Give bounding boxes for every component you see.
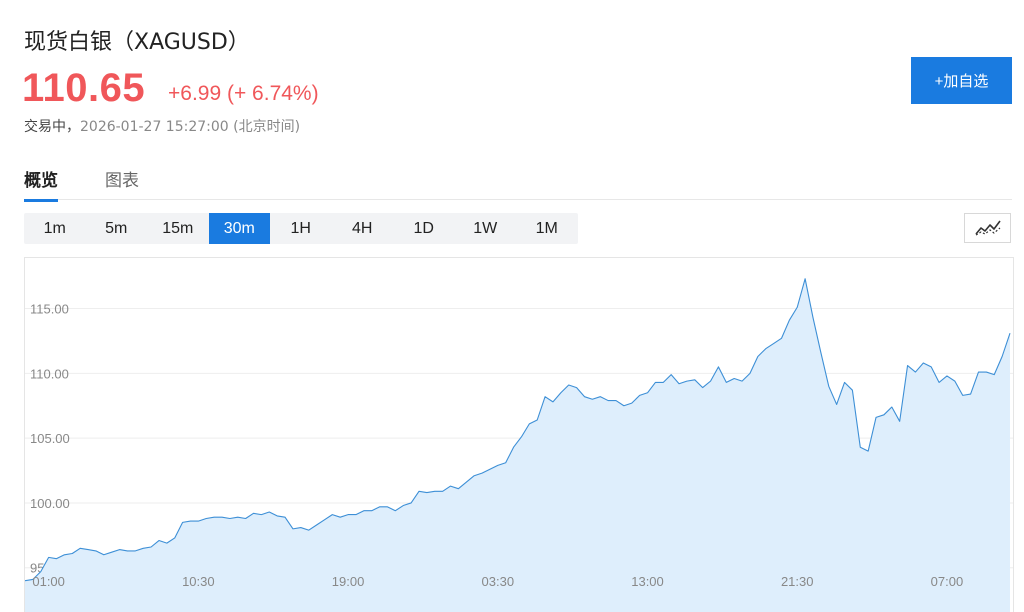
period-30m[interactable]: 30m xyxy=(208,213,270,244)
period-selector: 1m 5m 15m 30m 1H 4H 1D 1W 1M xyxy=(24,213,578,244)
y-tick-label: 100.00 xyxy=(30,496,70,511)
x-tick-label: 10:30 xyxy=(182,574,215,589)
x-tick-label: 03:30 xyxy=(482,574,515,589)
price-chart-svg: 95.00100.00105.00110.00115.0001:0010:301… xyxy=(25,278,1013,612)
timestamp: 2026-01-27 15:27:00 (北京时间) xyxy=(80,119,301,135)
period-1d[interactable]: 1D xyxy=(413,219,434,237)
tab-overview[interactable]: 概览 xyxy=(24,166,58,202)
period-5m[interactable]: 5m xyxy=(105,219,128,237)
current-price: 110.65 xyxy=(22,66,146,110)
price-change: +6.99 (+ 6.74%) xyxy=(168,82,319,105)
x-tick-label: 07:00 xyxy=(931,574,964,589)
line-chart-icon xyxy=(974,220,1001,236)
x-tick-label: 13:00 xyxy=(631,574,664,589)
status-text: 交易中， xyxy=(24,119,80,135)
chart-type-button[interactable] xyxy=(964,213,1011,243)
x-tick-label: 01:00 xyxy=(32,574,65,589)
x-tick-label: 19:00 xyxy=(332,574,365,589)
price-chart[interactable]: 95.00100.00105.00110.00115.0001:0010:301… xyxy=(24,257,1014,612)
x-tick-label: 21:30 xyxy=(781,574,814,589)
trading-status: 交易中，2026-01-27 15:27:00 (北京时间) xyxy=(24,116,300,136)
period-1m[interactable]: 1m xyxy=(43,219,66,237)
y-tick-label: 110.00 xyxy=(30,366,69,381)
page-title: 现货白银（XAGUSD） xyxy=(24,30,250,55)
price-line xyxy=(25,278,1011,582)
period-4h[interactable]: 4H xyxy=(352,219,373,237)
price-area xyxy=(25,278,1010,612)
y-tick-label: 115.00 xyxy=(30,302,69,317)
y-tick-label: 105.00 xyxy=(30,431,70,446)
period-1w[interactable]: 1W xyxy=(473,219,498,237)
tab-chart[interactable]: 图表 xyxy=(105,171,139,191)
tab-bar: 概览 图表 xyxy=(24,166,1012,202)
add-watchlist-button[interactable]: +加自选 xyxy=(911,57,1012,104)
period-1mo[interactable]: 1M xyxy=(535,219,558,237)
period-15m[interactable]: 15m xyxy=(162,219,194,237)
period-1h[interactable]: 1H xyxy=(290,219,311,237)
